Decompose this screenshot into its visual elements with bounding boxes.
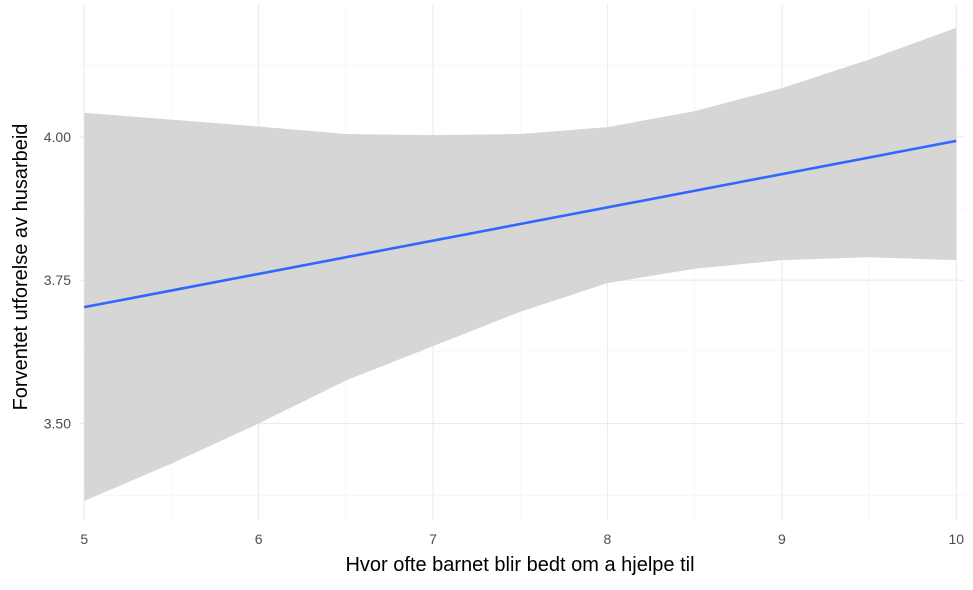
confidence-band — [84, 27, 957, 501]
x-tick-labels: 5 6 7 8 9 10 — [80, 531, 964, 547]
x-tick-label: 6 — [255, 531, 263, 547]
series-layer — [83, 139, 957, 309]
x-tick-label: 5 — [80, 531, 88, 547]
x-axis-title: Hvor ofte barnet blir bedt om a hjelpe t… — [345, 554, 694, 576]
y-tick-label: 3.75 — [44, 272, 71, 288]
confidence-band-layer — [84, 27, 957, 501]
x-tick-label: 7 — [429, 531, 437, 547]
y-tick-label: 4.00 — [44, 129, 71, 145]
x-tick-label: 10 — [948, 531, 964, 547]
y-tick-label: 3.50 — [44, 416, 71, 432]
y-axis-title: Forventet utforelse av husarbeid — [10, 124, 32, 411]
x-tick-label: 8 — [604, 531, 612, 547]
fitted-line — [83, 139, 957, 309]
x-tick-label: 9 — [778, 531, 786, 547]
y-tick-labels: 3.50 3.75 4.00 — [44, 129, 71, 432]
